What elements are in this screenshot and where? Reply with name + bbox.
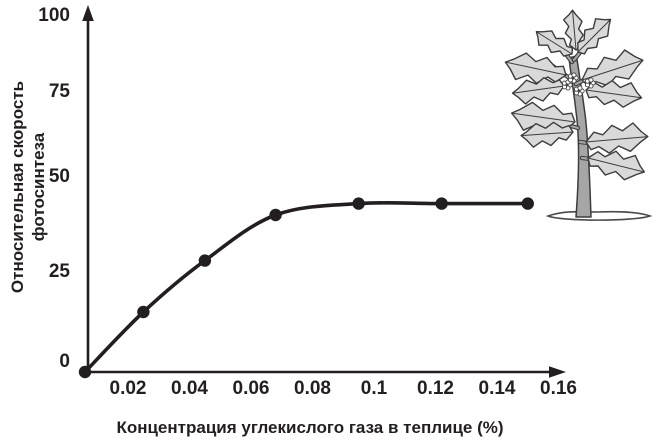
data-point <box>198 254 212 267</box>
axes-group <box>82 5 566 378</box>
ground-line <box>545 210 653 221</box>
leaf-midrib <box>577 19 611 53</box>
leaf-midrib <box>572 10 577 51</box>
x-tick-label: 0.16 <box>540 378 577 399</box>
curve-line <box>83 200 530 374</box>
x-axis-title: Концентрация углекислого газа в теплице … <box>116 418 504 437</box>
data-point <box>435 197 448 210</box>
flower-center <box>565 83 569 87</box>
plant-illustration <box>504 9 653 221</box>
data-point <box>137 305 150 319</box>
y-tick-label: 25 <box>48 261 70 282</box>
flower-center <box>571 76 575 80</box>
x-axis-arrow-icon <box>549 366 566 378</box>
y-tick-label: 0 <box>59 351 70 372</box>
x-tick-label: 0.04 <box>171 378 208 399</box>
leaf-midrib <box>521 131 574 137</box>
x-tick-label: 0.12 <box>417 378 454 399</box>
y-tick-label: 75 <box>48 81 70 102</box>
leaf-midrib <box>536 31 573 55</box>
data-point <box>521 197 534 210</box>
x-tick-label: 0.1 <box>360 378 388 399</box>
x-tick-label: 0.14 <box>478 378 516 399</box>
plant-leaf <box>520 121 574 148</box>
data-point <box>352 197 365 210</box>
leaf-midrib <box>505 61 567 76</box>
flower-petal <box>588 77 594 83</box>
flower-center <box>577 89 581 93</box>
y-axis-arrow-icon <box>82 5 94 21</box>
data-point <box>269 208 282 222</box>
leaf-midrib <box>511 112 576 123</box>
leaf-midrib <box>512 85 565 94</box>
x-tick-label: 0.08 <box>294 378 331 399</box>
flower-petal <box>577 85 583 91</box>
plant-leaf <box>585 122 649 154</box>
flower-center <box>588 81 592 85</box>
leaf-midrib <box>585 136 648 143</box>
x-tick-label: 0.02 <box>109 378 147 399</box>
flower-petal <box>571 72 577 78</box>
leaf-midrib <box>585 89 642 99</box>
plant-leaf <box>511 77 565 105</box>
data-point <box>78 365 92 379</box>
leaf-midrib <box>587 157 645 173</box>
photosynthesis-curve <box>78 197 534 379</box>
leaf-midrib <box>581 59 644 81</box>
y-tick-label: 50 <box>48 166 70 187</box>
y-tick-label: 100 <box>38 5 70 26</box>
plant-leaf <box>581 49 644 88</box>
x-tick-label: 0.06 <box>232 378 270 399</box>
